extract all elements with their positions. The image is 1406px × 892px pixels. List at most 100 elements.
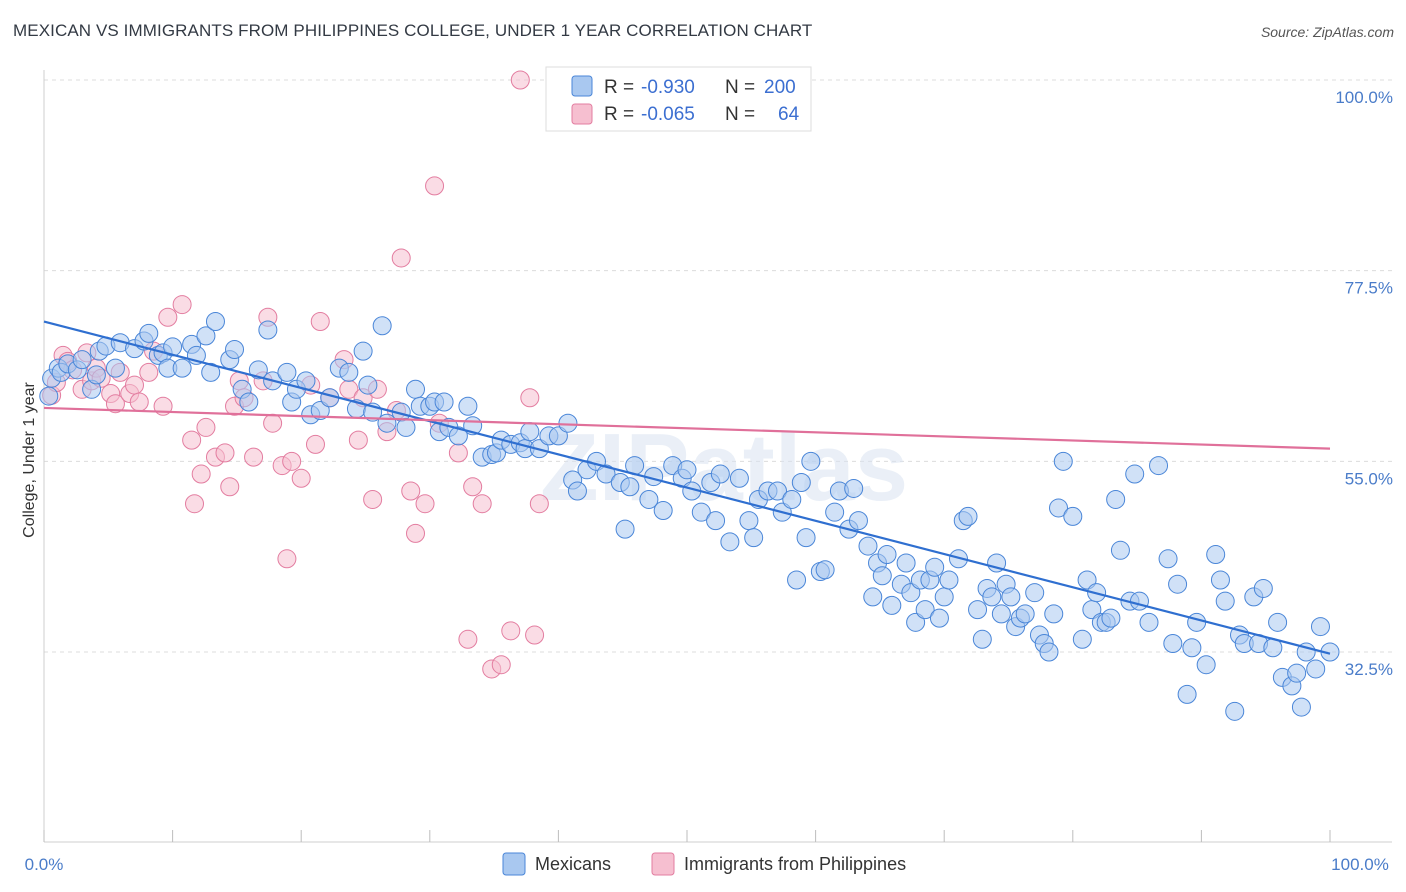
point-mexicans [882,595,902,615]
point-mexicans [677,460,697,480]
point-mexicans [248,360,268,380]
point-mexicans [858,536,878,556]
point-mexicans [1310,617,1330,637]
point-mexicans [434,392,454,412]
point-mexicans [706,511,726,531]
point-mexicans [358,375,378,395]
y-tick-label: 32.5% [1345,660,1393,679]
gridlines [44,79,1392,653]
legend-n-label-2: N = [725,104,755,125]
point-mexicans [239,392,259,412]
point-mexicans [205,312,225,332]
point-mexicans [787,570,807,590]
point-mexicans [339,362,359,382]
point-philippines [501,621,521,641]
point-mexicans [1015,604,1035,624]
point-philippines [244,447,264,467]
point-philippines [458,629,478,649]
point-philippines [282,451,302,471]
point-mexicans [1077,570,1097,590]
point-philippines [491,655,511,675]
legend-r-value-1: -0.930 [641,77,695,98]
point-mexicans [1187,612,1207,632]
point-mexicans [1291,697,1311,717]
point-mexicans [767,481,787,501]
point-mexicans [353,341,373,361]
correlation-legend: R = -0.930 N = 200 R = -0.065 N = 64 [545,66,812,132]
point-mexicans [615,519,635,539]
y-tick-label: 77.5% [1345,279,1393,298]
point-mexicans [1268,612,1288,632]
point-mexicans [1025,583,1045,603]
point-mexicans [739,511,759,531]
point-philippines [139,362,159,382]
point-mexicans [815,560,835,580]
point-mexicans [653,500,673,520]
point-philippines [520,388,540,408]
point-philippines [185,494,205,514]
point-mexicans [1253,578,1273,598]
source-label: Source: ZipAtlas.com [1260,24,1394,40]
point-mexicans [691,502,711,522]
point-mexicans [877,545,897,565]
y-axis-label: College, Under 1 year [21,382,38,538]
legend-n-value-1: 200 [764,77,796,98]
point-mexicans [1306,659,1326,679]
point-philippines [391,248,411,268]
point-mexicans [934,587,954,607]
point-mexicans [620,477,640,497]
point-mexicans [1206,545,1226,565]
point-mexicans [782,489,802,509]
point-mexicans [1196,655,1216,675]
point-mexicans [596,464,616,484]
series-mexicans [39,312,1340,721]
point-mexicans [863,587,883,607]
point-mexicans [1287,663,1307,683]
point-mexicans [710,464,730,484]
point-mexicans [1063,506,1083,526]
legend-r-value-2: -0.065 [641,104,695,125]
point-philippines [215,443,235,463]
point-philippines [448,443,468,463]
point-mexicans [720,532,740,552]
legend-r-label-1: R = [604,77,634,98]
point-mexicans [991,604,1011,624]
point-mexicans [1149,456,1169,476]
point-mexicans [372,316,392,336]
point-mexicans [567,481,587,501]
point-philippines [529,494,549,514]
point-philippines [182,430,202,450]
point-mexicans [1210,570,1230,590]
point-mexicans [639,489,659,509]
x-tick-label-max: 100.0% [1331,855,1389,874]
legend-n-value-2: 64 [778,104,800,125]
legend-n-label-1: N = [725,77,755,98]
point-mexicans [172,358,192,378]
point-mexicans [548,426,568,446]
y-tick-label: 55.0% [1345,469,1393,488]
axes [43,70,1392,843]
point-mexicans [277,362,297,382]
point-mexicans [796,528,816,548]
point-mexicans [86,365,106,385]
point-philippines [129,392,149,412]
legend-swatch-mexicans [571,75,593,97]
point-philippines [406,523,426,543]
point-philippines [510,70,530,90]
point-mexicans [825,502,845,522]
point-philippines [463,477,483,497]
point-mexicans [558,413,578,433]
point-mexicans [1110,540,1130,560]
point-philippines [158,307,178,327]
point-philippines [472,494,492,514]
point-philippines [310,312,330,332]
point-mexicans [801,451,821,471]
point-mexicans [39,386,59,406]
point-mexicans [906,612,926,632]
point-philippines [401,481,421,501]
y-tick-labels: 100.0% 77.5% 55.0% 32.5% [1335,88,1393,679]
point-mexicans [1225,701,1245,721]
point-mexicans [1044,604,1064,624]
point-mexicans [406,379,426,399]
point-mexicans [791,473,811,493]
